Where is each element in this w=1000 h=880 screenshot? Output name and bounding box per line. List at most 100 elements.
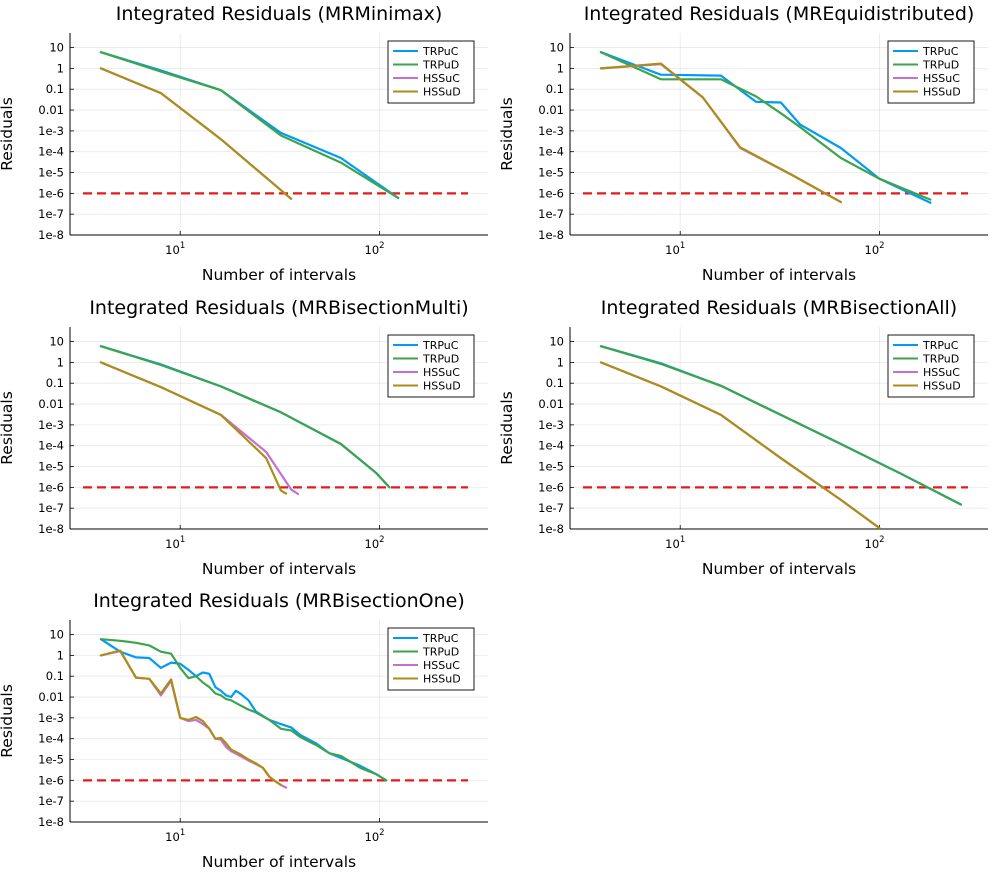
y-tick-label: 1e-7 [38, 501, 64, 515]
y-tick-label: 1e-7 [538, 207, 564, 221]
y-tick-label: 10 [549, 41, 564, 55]
x-tick-label: 102 [865, 535, 885, 551]
legend-label: TRPuC [422, 632, 459, 645]
legend-label: TRPuC [422, 45, 459, 58]
series-line-hssud [99, 67, 293, 200]
x-axis-label: Number of intervals [202, 266, 356, 284]
y-tick-label: 1e-8 [38, 522, 64, 536]
legend-label: HSSuC [923, 72, 960, 85]
y-tick-label: 1e-8 [38, 815, 64, 829]
legend-label: HSSuC [423, 72, 460, 85]
series-line-trpud [599, 345, 963, 506]
x-tick-exponent: 1 [180, 828, 185, 838]
legend-label: TRPuD [422, 646, 459, 659]
y-tick-label: 1e-5 [38, 460, 64, 474]
legend-label: HSSuC [923, 366, 960, 379]
y-tick-label: 1e-6 [38, 480, 64, 494]
series-line-hssud [599, 361, 881, 529]
y-tick-label: 1e-3 [38, 711, 64, 725]
y-tick-label: 10 [49, 41, 64, 55]
legend-label: HSSuD [423, 673, 461, 686]
series-line-hssud [99, 649, 282, 787]
series-line-trpuc [599, 51, 932, 204]
y-tick-label: 1e-4 [38, 145, 64, 159]
x-tick-exponent: 2 [879, 241, 884, 251]
y-tick-label: 1e-4 [38, 732, 64, 746]
series-line-hssuc [99, 649, 288, 789]
x-tick-exponent: 2 [379, 535, 384, 545]
legend-label: HSSuC [423, 659, 460, 672]
y-axis-label: Residuals [498, 391, 516, 465]
x-tick-label: 102 [365, 535, 385, 551]
legend-label: HSSuC [423, 366, 460, 379]
legend-label: HSSuD [423, 380, 461, 393]
y-tick-label: 1 [57, 355, 64, 369]
y-tick-label: 1e-5 [38, 753, 64, 767]
y-tick-label: 1e-7 [538, 501, 564, 515]
y-tick-label: 0.1 [46, 376, 64, 390]
legend-label: TRPuC [422, 339, 459, 352]
x-axis-label: Number of intervals [202, 560, 356, 578]
y-tick-label: 1e-6 [538, 480, 564, 494]
chart-title: Integrated Residuals (MRMinimax) [116, 3, 443, 25]
x-tick-base: 10 [165, 243, 180, 257]
y-tick-label: 1e-6 [538, 186, 564, 200]
legend-label: TRPuD [422, 353, 459, 366]
y-tick-label: 0.1 [46, 669, 64, 683]
x-tick-label: 101 [165, 828, 185, 844]
x-tick-base: 10 [365, 537, 380, 551]
x-tick-label: 102 [365, 241, 385, 257]
series-line-hssuc [99, 67, 293, 200]
chart-title: Integrated Residuals (MRBisectionMulti) [89, 297, 468, 319]
x-axis-label: Number of intervals [702, 560, 856, 578]
y-tick-label: 1e-7 [38, 207, 64, 221]
legend-label: TRPuD [922, 353, 959, 366]
x-tick-exponent: 2 [879, 535, 884, 545]
legend-label: HSSuD [923, 86, 961, 99]
y-tick-label: 0.01 [538, 103, 564, 117]
y-tick-label: 1 [57, 648, 64, 662]
y-tick-label: 1e-8 [38, 228, 64, 242]
x-tick-label: 101 [665, 535, 685, 551]
y-tick-label: 1 [557, 61, 564, 75]
series-line-hssuc [99, 361, 300, 496]
legend-label: TRPuD [922, 59, 959, 72]
y-tick-label: 1e-3 [38, 418, 64, 432]
legend-label: HSSuD [923, 380, 961, 393]
y-tick-label: 1e-5 [538, 460, 564, 474]
chart-title: Integrated Residuals (MRBisectionOne) [93, 590, 465, 612]
x-tick-exponent: 1 [180, 241, 185, 251]
x-tick-base: 10 [165, 830, 180, 844]
y-tick-label: 1e-5 [38, 166, 64, 180]
x-tick-base: 10 [665, 537, 680, 551]
legend-box [387, 334, 475, 398]
x-tick-base: 10 [865, 243, 880, 257]
series-line-trpuc [99, 51, 400, 200]
series-line-trpud [99, 638, 388, 782]
x-tick-base: 10 [865, 537, 880, 551]
y-tick-label: 10 [49, 335, 64, 349]
series-line-trpud [599, 51, 932, 201]
x-tick-exponent: 1 [180, 535, 185, 545]
x-tick-label: 102 [865, 241, 885, 257]
series-line-hssud [599, 62, 843, 204]
y-tick-label: 1e-4 [38, 439, 64, 453]
x-tick-exponent: 2 [379, 241, 384, 251]
y-tick-label: 1e-6 [38, 773, 64, 787]
legend-label: HSSuD [423, 86, 461, 99]
y-tick-label: 1e-4 [538, 439, 564, 453]
y-tick-label: 1 [57, 61, 64, 75]
y-axis-label: Residuals [0, 684, 16, 758]
y-axis-label: Residuals [0, 97, 16, 171]
y-tick-label: 1e-3 [538, 124, 564, 138]
chart-title: Integrated Residuals (MREquidistributed) [584, 3, 975, 25]
